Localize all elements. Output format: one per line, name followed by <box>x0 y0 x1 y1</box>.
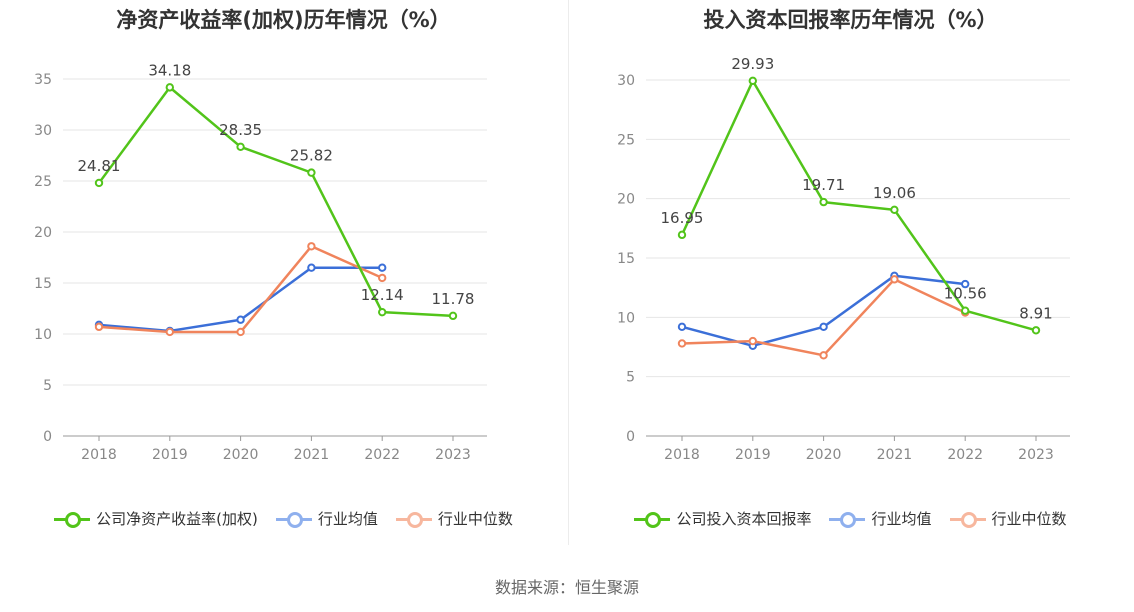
data-label: 11.78 <box>432 290 475 308</box>
data-point-industry_median <box>236 327 245 337</box>
y-tick-label: 25 <box>34 174 52 190</box>
y-tick-label: 20 <box>617 192 635 208</box>
legend-label: 行业均值 <box>871 510 932 528</box>
data-point-industry_avg <box>236 315 245 324</box>
series-line-company <box>680 79 1037 332</box>
data-point-company <box>236 142 245 152</box>
legend-marker-icon <box>275 511 312 528</box>
roe-plot: 0 5 10 15 20 25 30 35 2018 2019 2020 2021 2022 2023 24… <box>34 61 487 463</box>
data-label: 19.71 <box>802 176 845 194</box>
data-point-company <box>165 83 175 92</box>
y-tick-label: 5 <box>626 370 635 386</box>
y-tick-label: 20 <box>34 225 52 241</box>
legend-label: 公司净资产收益率(加权) <box>96 510 258 528</box>
chart-title: 净资产收益率(加权)历年情况（%） <box>116 8 451 32</box>
data-label: 34.18 <box>148 61 191 79</box>
data-point-company <box>1031 326 1041 335</box>
y-tick-label: 15 <box>617 251 635 267</box>
legend-item-industry_avg[interactable]: 行业均值 <box>275 508 378 529</box>
y-tick-label: 10 <box>617 310 635 326</box>
legend-marker-icon <box>949 511 986 528</box>
y-tick-label: 10 <box>34 327 52 343</box>
roe-chart: 净资产收益率(加权)历年情况（%） 0 5 10 15 20 25 30 35 2018 2019… <box>0 0 567 545</box>
x-tick-label: 2023 <box>1018 447 1054 463</box>
y-tick-label: 15 <box>34 276 52 292</box>
data-label: 8.91 <box>1019 304 1052 322</box>
data-point-industry_median <box>378 273 387 283</box>
data-point-industry_median <box>890 275 899 284</box>
data-point-company <box>748 76 758 86</box>
data-point-industry_median <box>677 339 687 348</box>
series-line-industry_avg <box>681 274 966 348</box>
legend-label: 公司投入资本回报率 <box>676 510 812 528</box>
roic-plot: 0 5 10 15 20 25 30 2018 2019 2020 2021 2022 2023 16.9… <box>617 55 1070 463</box>
data-point-industry_avg <box>819 322 828 332</box>
data-point-industry_median <box>165 327 175 337</box>
data-point-industry_avg <box>677 322 687 332</box>
y-tick-label: 25 <box>617 132 635 148</box>
roic-chart: 投入资本回报率历年情况（%） 0 5 10 15 20 25 30 2018 2019 2020 2… <box>567 0 1134 545</box>
data-point-company <box>94 178 104 188</box>
legend-label: 行业中位数 <box>437 510 513 528</box>
legend-marker-icon <box>395 511 432 528</box>
data-point-industry_avg <box>307 263 316 272</box>
data-label: 19.06 <box>873 184 916 202</box>
data-label: 16.95 <box>661 209 704 227</box>
data-point-company <box>378 307 387 317</box>
divider <box>568 0 569 545</box>
y-tick-label: 35 <box>34 72 52 88</box>
data-label: 29.93 <box>731 55 774 73</box>
data-point-company <box>677 230 687 240</box>
x-tick-label: 2022 <box>947 447 983 463</box>
legend-label: 行业中位数 <box>991 510 1067 528</box>
chart-legend: 公司净资产收益率(加权) 行业均值 行业中位数 <box>0 508 567 529</box>
data-label: 12.14 <box>361 286 404 304</box>
data-point-industry_median <box>748 336 758 346</box>
data-point-company <box>448 311 458 321</box>
x-tick-label: 2021 <box>877 447 913 463</box>
data-point-company <box>890 205 899 215</box>
legend-item-company[interactable]: 公司净资产收益率(加权) <box>54 508 258 529</box>
x-tick-label: 2020 <box>223 447 259 463</box>
chart-legend: 公司投入资本回报率 行业均值 行业中位数 <box>567 508 1134 529</box>
legend-item-industry_avg[interactable]: 行业均值 <box>829 508 932 529</box>
data-source: 数据来源：恒生聚源 <box>494 578 639 597</box>
data-point-company <box>307 168 316 177</box>
x-tick-label: 2021 <box>294 447 330 463</box>
data-point-industry_median <box>94 322 104 332</box>
data-point-industry_median <box>819 351 828 360</box>
y-tick-label: 30 <box>34 123 52 139</box>
x-tick-label: 2019 <box>735 447 771 463</box>
data-point-industry_avg <box>961 279 970 289</box>
x-tick-label: 2018 <box>664 447 700 463</box>
data-point-industry_avg <box>378 263 387 272</box>
legend-label: 行业均值 <box>317 510 378 528</box>
y-tick-label: 5 <box>43 378 52 394</box>
data-point-company <box>819 197 828 207</box>
y-tick-label: 0 <box>626 429 635 445</box>
x-tick-label: 2023 <box>435 447 471 463</box>
data-label: 24.81 <box>78 157 121 175</box>
x-tick-label: 2022 <box>364 447 400 463</box>
legend-marker-icon <box>634 511 671 528</box>
y-tick-label: 30 <box>617 73 635 89</box>
legend-item-company[interactable]: 公司投入资本回报率 <box>634 508 811 529</box>
x-tick-label: 2019 <box>152 447 188 463</box>
legend-marker-icon <box>54 511 91 528</box>
data-label: 25.82 <box>290 147 333 165</box>
data-point-industry_median <box>307 242 316 251</box>
series-line-company <box>97 86 454 318</box>
data-point-company <box>961 306 970 315</box>
legend-item-industry_median[interactable]: 行业中位数 <box>395 508 513 529</box>
y-tick-label: 0 <box>43 429 52 445</box>
data-label: 28.35 <box>219 121 262 139</box>
legend-marker-icon <box>829 511 866 528</box>
data-label: 10.56 <box>944 285 987 303</box>
x-tick-label: 2018 <box>81 447 117 463</box>
legend-item-industry_median[interactable]: 行业中位数 <box>949 508 1067 529</box>
chart-title: 投入资本回报率历年情况（%） <box>703 8 998 32</box>
x-tick-label: 2020 <box>806 447 842 463</box>
